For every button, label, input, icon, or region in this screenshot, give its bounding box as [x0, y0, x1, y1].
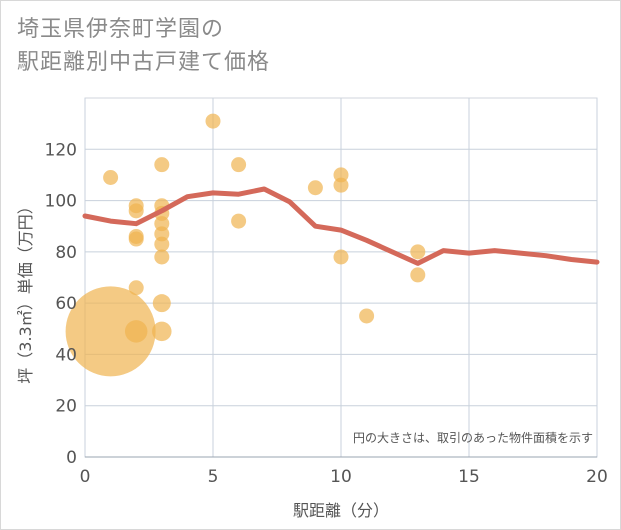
data-point — [128, 231, 144, 247]
data-point — [103, 169, 119, 185]
data-point — [154, 157, 170, 173]
x-tick-label: 10 — [330, 467, 352, 487]
data-point — [231, 213, 247, 229]
data-point — [410, 267, 426, 283]
y-axis-title: 坪（3.3㎡）単価（万円） — [16, 198, 35, 383]
x-tick-label: 5 — [208, 467, 219, 487]
data-point — [154, 216, 170, 232]
tick-label-layer: 0 20 40 60 80 100 120 0 5 10 15 20 — [45, 140, 608, 487]
data-point — [154, 226, 170, 242]
x-tick-label: 15 — [458, 467, 480, 487]
data-point — [333, 249, 349, 265]
title-line-2: 駅距離別中古戸建て価格 — [17, 50, 271, 75]
y-tick-label: 80 — [55, 243, 77, 263]
data-point — [128, 280, 144, 296]
y-tick-label: 0 — [66, 448, 77, 468]
data-point — [333, 177, 349, 193]
y-tick-label: 120 — [45, 140, 77, 160]
data-point — [410, 244, 426, 260]
data-point — [333, 167, 349, 183]
data-point — [152, 294, 171, 313]
data-point — [154, 249, 170, 265]
data-point — [205, 113, 221, 129]
data-point — [152, 321, 172, 342]
points-layer — [65, 113, 426, 377]
chart-title: 埼玉県伊奈町学園の 駅距離別中古戸建て価格 — [17, 13, 270, 79]
data-point — [231, 157, 247, 173]
trend-line-layer — [82, 186, 600, 266]
data-point — [359, 308, 375, 324]
trend-line — [82, 186, 600, 266]
data-point — [128, 203, 144, 219]
data-point — [124, 320, 148, 343]
y-tick-label: 40 — [55, 345, 77, 365]
y-tick-label: 60 — [55, 294, 77, 314]
data-point — [65, 286, 156, 377]
x-axis-title: 駅距離（分） — [293, 501, 389, 520]
x-tick-label: 0 — [80, 467, 91, 487]
chart-note: 円の大きさは、取引のあった物件面積を示す — [353, 430, 593, 445]
y-tick-label: 100 — [45, 192, 77, 212]
y-tick-label: 20 — [55, 397, 77, 417]
data-point — [154, 236, 170, 252]
x-tick-label: 20 — [586, 467, 608, 487]
title-line-1: 埼玉県伊奈町学園の — [17, 17, 225, 42]
data-point — [307, 180, 323, 196]
